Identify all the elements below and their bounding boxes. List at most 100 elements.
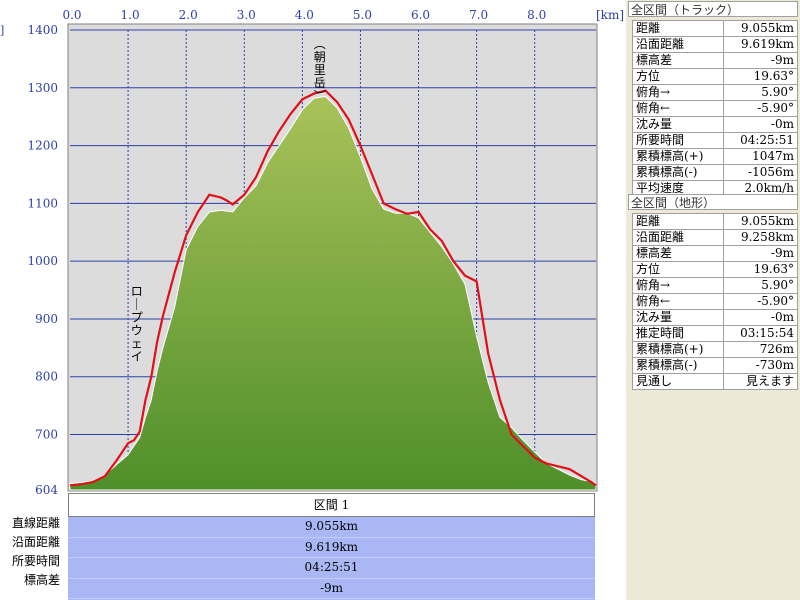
stat-terrain-value: 19.63°: [722, 261, 799, 278]
stat-track-row: 累積標高(-) -1056m: [632, 164, 799, 181]
stat-terrain-row: 累積標高(-) -730m: [632, 357, 799, 374]
x-tick-label: 7.0: [469, 8, 488, 22]
stat-track-row: 沿面距離 9.619km: [632, 36, 799, 53]
stat-terrain-label: 方位: [632, 261, 724, 278]
stat-track-row: 沈み量 -0m: [632, 116, 799, 133]
x-tick-label: 2.0: [179, 8, 198, 22]
y-tick-labels: 1400 1300 1200 1100 1000 900 800 700 604: [27, 23, 58, 497]
annotation-label: ロ｜プウェイ: [131, 285, 143, 364]
section-label-elevation-diff: 標高差: [23, 573, 60, 587]
stat-track-label: 俯角→: [632, 84, 724, 101]
x-tick-label: 5.0: [353, 8, 372, 22]
stat-track-label: 方位: [632, 68, 724, 85]
annotation-label: ︵朝里岳︶: [314, 37, 326, 103]
x-tick-label: 1.0: [121, 8, 140, 22]
stat-terrain-row: 見通し 見えます: [632, 373, 799, 390]
stat-terrain-label: 俯角←: [632, 293, 724, 310]
y-tick-label: 604: [35, 483, 58, 497]
stat-track-row: 平均速度 2.0km/h: [632, 180, 799, 197]
stat-terrain-row: 俯角← -5.90°: [632, 293, 799, 310]
stat-track-label: 沈み量: [632, 116, 724, 133]
stat-terrain-row: 累積標高(+) 726m: [632, 341, 799, 358]
stat-terrain-label: 累積標高(-): [632, 357, 724, 374]
stats-panel: 全区間（トラック） 距離 9.055km 沿面距離 9.619km 標高差 -9m 方位 19…: [626, 0, 800, 600]
section-header[interactable]: 区間 1: [68, 493, 595, 517]
y-tick-label: 1200: [27, 139, 58, 153]
stat-track-label: 俯角←: [632, 100, 724, 117]
stat-track-value: 5.90°: [722, 84, 799, 101]
y-tick-label: 1400: [27, 23, 58, 37]
stat-terrain-row: 推定時間 03:15:54: [632, 325, 799, 342]
y-tick-label: 800: [35, 370, 58, 384]
stat-terrain-value: 03:15:54: [722, 325, 799, 342]
stat-terrain-label: 累積標高(+): [632, 341, 724, 358]
stat-track-label: 標高差: [632, 52, 724, 69]
stat-terrain-row: 方位 19.63°: [632, 261, 799, 278]
stat-terrain-value: 9.055km: [722, 213, 799, 230]
x-tick-label: 6.0: [411, 8, 430, 22]
stat-terrain-row: 距離 9.055km: [632, 213, 799, 230]
stat-terrain-row: 沈み量 -0m: [632, 309, 799, 326]
stat-track-value: -9m: [722, 52, 799, 69]
stat-terrain-label: 見通し: [632, 373, 724, 390]
section-label-surface-distance: 沿面距離: [11, 535, 60, 549]
stat-terrain-label: 俯角→: [632, 277, 724, 294]
stat-terrain-value: 見えます: [722, 373, 799, 390]
stat-track-row: 標高差 -9m: [632, 52, 799, 69]
y-tick-label: 900: [35, 312, 58, 326]
stat-terrain-label: 沈み量: [632, 309, 724, 326]
stat-track-row: 距離 9.055km: [632, 20, 799, 37]
stat-track-row: 俯角← -5.90°: [632, 100, 799, 117]
stat-track-value: 9.055km: [722, 20, 799, 37]
stat-terrain-value: -0m: [722, 309, 799, 326]
stat-terrain-label: 標高差: [632, 245, 724, 262]
y-tick-label: 1100: [27, 196, 58, 210]
stat-track-label: 所要時間: [632, 132, 724, 149]
section-value-straight-distance: 9.055km: [68, 517, 595, 538]
stat-track-value: 04:25:51: [722, 132, 799, 149]
y-tick-label: 1300: [27, 81, 58, 95]
stat-track-label: 累積標高(+): [632, 148, 724, 165]
section-values: 9.055km 9.619km 04:25:51 -9m: [68, 517, 595, 600]
terrain-area: [69, 95, 597, 491]
stat-terrain-value: 726m: [722, 341, 799, 358]
stat-terrain-row: 俯角→ 5.90°: [632, 277, 799, 294]
section-labels: 直線距離 沿面距離 所要時間 標高差: [0, 514, 66, 590]
stat-terrain-row: 沿面距離 9.258km: [632, 229, 799, 246]
stats-terrain-title: 全区間（地形）: [628, 194, 798, 210]
x-unit-label: [km]: [596, 8, 624, 22]
stats-track-title: 全区間（トラック）: [628, 1, 798, 17]
x-tick-label: 0.0: [62, 8, 81, 22]
x-tick-labels: 0.0 1.0 2.0 3.0 4.0 5.0 6.0 7.0 8.0 [km]: [62, 8, 624, 22]
stat-track-value: 1047m: [722, 148, 799, 165]
stat-terrain-value: -9m: [722, 245, 799, 262]
stat-terrain-label: 沿面距離: [632, 229, 724, 246]
stat-track-value: -5.90°: [722, 100, 799, 117]
x-tick-label: 4.0: [295, 8, 314, 22]
stats-track-table: 距離 9.055km 沿面距離 9.619km 標高差 -9m 方位 19.63° 俯角→ 5.9…: [632, 20, 799, 197]
stat-terrain-row: 標高差 -9m: [632, 245, 799, 262]
y-tick-label: 700: [35, 428, 58, 442]
section-label-straight-distance: 直線距離: [11, 516, 60, 530]
left-scroll-marker: ]: [0, 24, 5, 37]
stat-track-label: 沿面距離: [632, 36, 724, 53]
section-value-elevation-diff: -9m: [68, 579, 595, 599]
stat-track-row: 累積標高(+) 1047m: [632, 148, 799, 165]
section-value-surface-distance: 9.619km: [68, 538, 595, 558]
section-value-time: 04:25:51: [68, 558, 595, 579]
stats-terrain-table: 距離 9.055km 沿面距離 9.258km 標高差 -9m 方位 19.63° 俯角→ 5.9…: [632, 213, 799, 390]
stat-terrain-label: 距離: [632, 213, 724, 230]
section-label-time: 所要時間: [11, 554, 60, 568]
stat-track-value: 9.619km: [722, 36, 799, 53]
stat-track-value: -1056m: [722, 164, 799, 181]
y-tick-label: 1000: [27, 254, 58, 268]
x-tick-label: 3.0: [237, 8, 256, 22]
x-tick-label: 8.0: [527, 8, 546, 22]
stat-track-value: -0m: [722, 116, 799, 133]
stat-terrain-value: 9.258km: [722, 229, 799, 246]
section-panel: 区間 1 9.055km 9.619km 04:25:51 -9m: [68, 493, 595, 600]
track-line: [69, 89, 597, 487]
stat-terrain-label: 推定時間: [632, 325, 724, 342]
stat-terrain-value: -730m: [722, 357, 799, 374]
